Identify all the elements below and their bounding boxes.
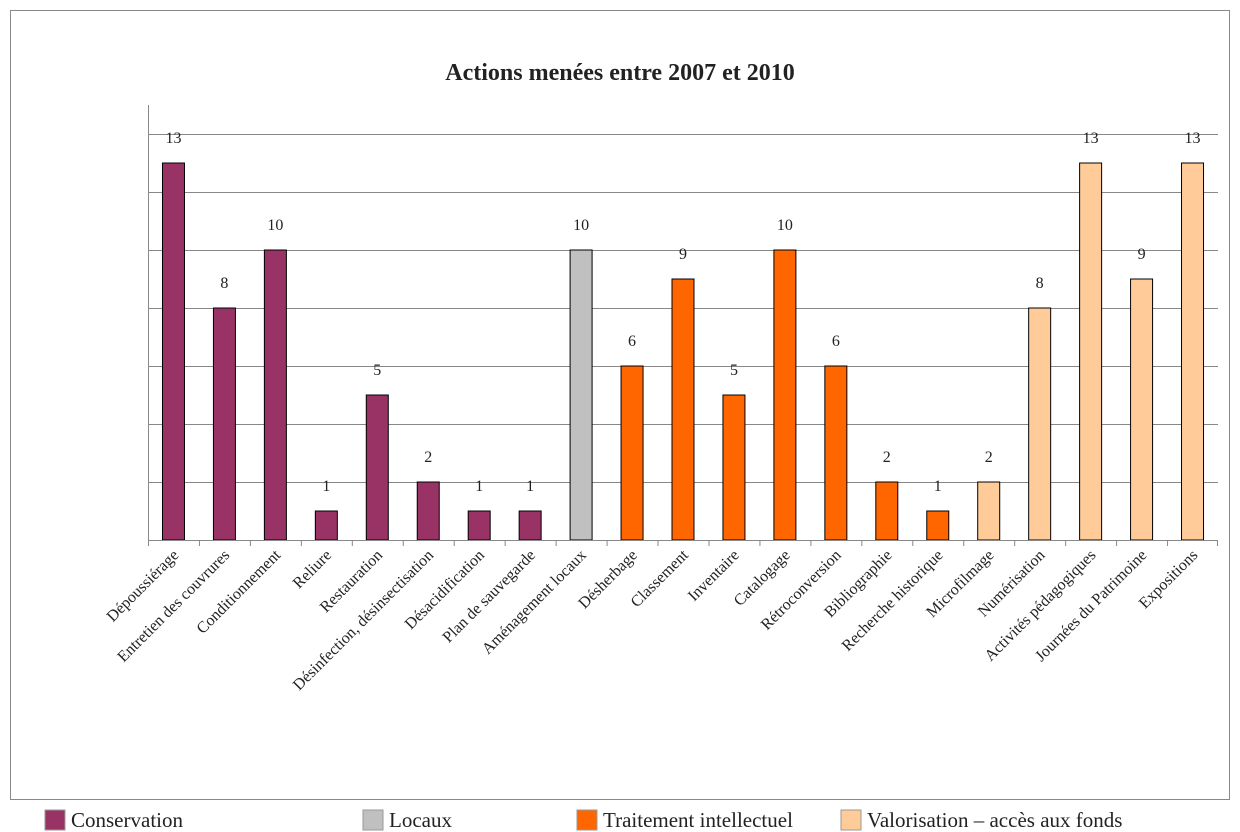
bar (671, 278, 695, 541)
data-label: 10 (267, 217, 283, 234)
bar (1028, 307, 1052, 541)
bar (212, 307, 236, 541)
bar (161, 162, 185, 541)
bar (977, 481, 1001, 541)
legend-swatch (840, 809, 862, 831)
bar (620, 365, 644, 541)
bar (773, 249, 797, 541)
bar (875, 481, 899, 541)
data-label: 13 (165, 130, 181, 147)
data-label: 1 (475, 478, 483, 495)
bar (824, 365, 848, 541)
data-label: 5 (373, 362, 381, 379)
data-label: 13 (1083, 130, 1099, 147)
data-label: 2 (424, 449, 432, 466)
data-label: 2 (985, 449, 993, 466)
bar (416, 481, 440, 541)
data-label: 1 (526, 478, 534, 495)
data-label: 13 (1185, 130, 1201, 147)
data-label: 5 (730, 362, 738, 379)
data-label: 2 (883, 449, 891, 466)
bar (569, 249, 593, 541)
data-label: 8 (1036, 275, 1044, 292)
legend-swatch (44, 809, 66, 831)
legend-label: Valorisation – accès aux fonds (867, 808, 1122, 832)
bar (1079, 162, 1103, 541)
data-label: 1 (322, 478, 330, 495)
data-label: 9 (1138, 246, 1146, 263)
data-label: 1 (934, 478, 942, 495)
bar (314, 510, 338, 541)
data-label: 9 (679, 246, 687, 263)
bar (518, 510, 542, 541)
data-label: 10 (573, 217, 589, 234)
legend-label: Conservation (71, 808, 183, 832)
bar (1130, 278, 1154, 541)
legend-label: Traitement intellectuel (603, 808, 793, 832)
bar (263, 249, 287, 541)
data-label: 10 (777, 217, 793, 234)
bar (467, 510, 491, 541)
bar (722, 394, 746, 541)
bar (1181, 162, 1205, 541)
data-label: 6 (628, 333, 636, 350)
bar (926, 510, 950, 541)
data-label: 6 (832, 333, 840, 350)
legend-label: Locaux (389, 808, 452, 832)
chart-title: Actions menées entre 2007 et 2010 (445, 60, 794, 86)
legend-swatch (576, 809, 598, 831)
bar (365, 394, 389, 541)
legend-swatch (362, 809, 384, 831)
data-label: 8 (220, 275, 228, 292)
